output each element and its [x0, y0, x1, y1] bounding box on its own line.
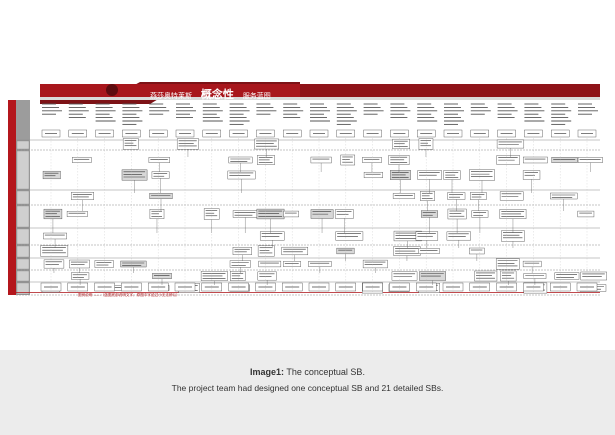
- process-box: [257, 245, 275, 257]
- process-box: [418, 248, 440, 254]
- process-box: [469, 247, 485, 255]
- process-box: [148, 157, 170, 163]
- connector-lines: [50, 138, 591, 292]
- process-box: [259, 231, 285, 241]
- process-box: [500, 270, 517, 282]
- blueprint-figure: 燕莎奥特莱斯 概念性 服务蓝图 图例说明 ……（蓝图底部说明文字，原图中字迹过小…: [8, 82, 607, 297]
- process-box: [474, 270, 498, 282]
- caption-area: Image1: The conceptual SB. The project t…: [0, 350, 615, 435]
- process-box: [229, 260, 251, 268]
- process-box: [152, 273, 172, 279]
- process-box: [120, 260, 147, 268]
- process-box: [308, 261, 332, 267]
- caption-description: The project team had designed one concep…: [171, 383, 444, 393]
- process-box: [551, 157, 578, 163]
- process-box: [43, 232, 67, 240]
- process-box: [283, 210, 299, 218]
- process-box: [254, 138, 279, 150]
- process-box: [418, 138, 434, 150]
- process-box: [523, 273, 547, 279]
- process-box: [281, 246, 309, 256]
- blueprint-banner: [40, 82, 600, 104]
- process-box: [176, 138, 199, 150]
- caption-label: Image1:: [250, 367, 285, 377]
- lane-label-cell: [16, 205, 30, 228]
- process-box: [232, 247, 252, 255]
- process-box: [232, 210, 258, 218]
- logo-emblem: [106, 84, 118, 96]
- lane-label-cell: [16, 150, 30, 190]
- lane-label-cell: [16, 245, 30, 258]
- process-box: [122, 138, 139, 150]
- process-box: [447, 208, 467, 220]
- process-box: [71, 192, 94, 200]
- process-box: [228, 156, 253, 164]
- process-box: [550, 192, 578, 200]
- process-box: [340, 154, 356, 166]
- swimlanes: [16, 139, 600, 296]
- process-box: [523, 156, 548, 164]
- process-box: [499, 191, 524, 201]
- caption-title: The conceptual SB.: [286, 367, 365, 377]
- lane-label-cell: [16, 140, 30, 150]
- process-box: [391, 271, 418, 281]
- banner-subtitle: 服务蓝图: [242, 92, 271, 100]
- process-box: [363, 171, 383, 179]
- process-box: [283, 261, 301, 267]
- lane-label-cell: [16, 190, 30, 205]
- process-box: [362, 259, 388, 269]
- process-box: [256, 208, 285, 220]
- process-box: [446, 231, 471, 241]
- process-box: [42, 170, 61, 180]
- process-box: [151, 171, 170, 179]
- process-box: [495, 258, 520, 270]
- process-box: [470, 192, 487, 200]
- process-box: [335, 231, 364, 241]
- process-box: [496, 139, 525, 149]
- blueprint-footer-note: 图例说明 ……（蓝图底部说明文字，原图中字迹过小无法辨认）: [78, 293, 180, 297]
- process-box: [257, 271, 277, 281]
- process-box: [447, 192, 466, 200]
- process-box: [469, 169, 495, 181]
- process-box: [40, 245, 69, 257]
- footer-rule: [16, 292, 600, 293]
- process-box: [94, 260, 114, 268]
- lane-label-cell: [16, 228, 30, 245]
- banner-brand: 燕莎奥特莱斯: [150, 92, 192, 100]
- process-box: [580, 271, 607, 281]
- process-box: [43, 259, 65, 269]
- process-box: [310, 156, 332, 164]
- lane-label-cell: [16, 282, 30, 295]
- process-box: [554, 272, 580, 280]
- lane-label-cell: [16, 258, 30, 270]
- process-box: [203, 208, 220, 220]
- process-boxes: [40, 103, 607, 294]
- process-box: [420, 210, 438, 218]
- process-box: [336, 247, 355, 255]
- process-box: [392, 193, 416, 199]
- process-box: [227, 170, 256, 180]
- caption-title-line: Image1: The conceptual SB.: [0, 367, 615, 377]
- lane-label-cell: [16, 270, 30, 282]
- process-box: [258, 260, 282, 268]
- process-box: [362, 157, 382, 163]
- process-box: [577, 157, 603, 163]
- service-blueprint-diagram: [8, 82, 607, 296]
- process-box: [66, 211, 88, 217]
- banner-title: 概念性: [200, 88, 234, 101]
- process-box: [149, 193, 173, 199]
- process-box: [69, 259, 90, 269]
- process-box: [577, 210, 595, 218]
- process-box: [71, 272, 90, 280]
- process-box: [72, 157, 92, 163]
- banner-text: 燕莎奥特莱斯 概念性 服务蓝图: [150, 86, 271, 102]
- process-box: [121, 169, 148, 181]
- process-box: [522, 260, 542, 268]
